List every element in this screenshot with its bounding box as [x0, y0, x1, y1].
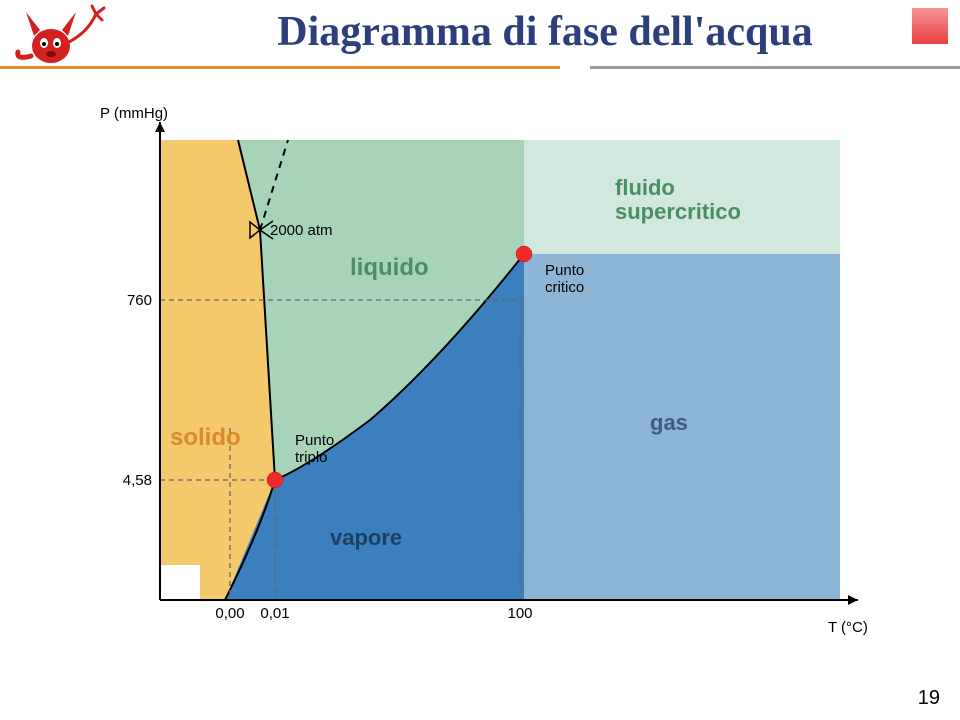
accent-square — [912, 8, 948, 44]
page-number: 19 — [918, 687, 940, 710]
svg-text:fluido: fluido — [615, 175, 675, 200]
svg-text:4,58: 4,58 — [123, 472, 152, 489]
svg-text:2000 atm: 2000 atm — [270, 222, 333, 239]
bsd-daemon-logo — [6, 2, 114, 68]
svg-text:supercritico: supercritico — [615, 199, 741, 224]
rule-orange — [0, 66, 560, 69]
svg-text:0,01: 0,01 — [260, 605, 289, 622]
svg-text:gas: gas — [650, 410, 688, 435]
page-title: Diagramma di fase dell'acqua — [150, 8, 940, 56]
phase-diagram: P (mmHg) T (°C) 4,58 760 0,00 0,01 100 solido li… — [70, 100, 890, 660]
svg-text:0,00: 0,00 — [215, 605, 244, 622]
svg-text:triplo: triplo — [295, 449, 328, 466]
svg-text:vapore: vapore — [330, 525, 402, 550]
svg-text:Punto: Punto — [545, 262, 584, 279]
svg-text:100: 100 — [507, 605, 532, 622]
svg-text:solido: solido — [170, 424, 241, 451]
slide-header: Diagramma di fase dell'acqua — [0, 0, 960, 88]
svg-text:critico: critico — [545, 279, 584, 296]
svg-text:liquido: liquido — [350, 254, 429, 281]
svg-text:P (mmHg): P (mmHg) — [100, 105, 168, 122]
rule-gray — [590, 66, 960, 69]
svg-text:760: 760 — [127, 292, 152, 309]
svg-text:T (°C): T (°C) — [828, 619, 868, 636]
svg-text:Punto: Punto — [295, 432, 334, 449]
